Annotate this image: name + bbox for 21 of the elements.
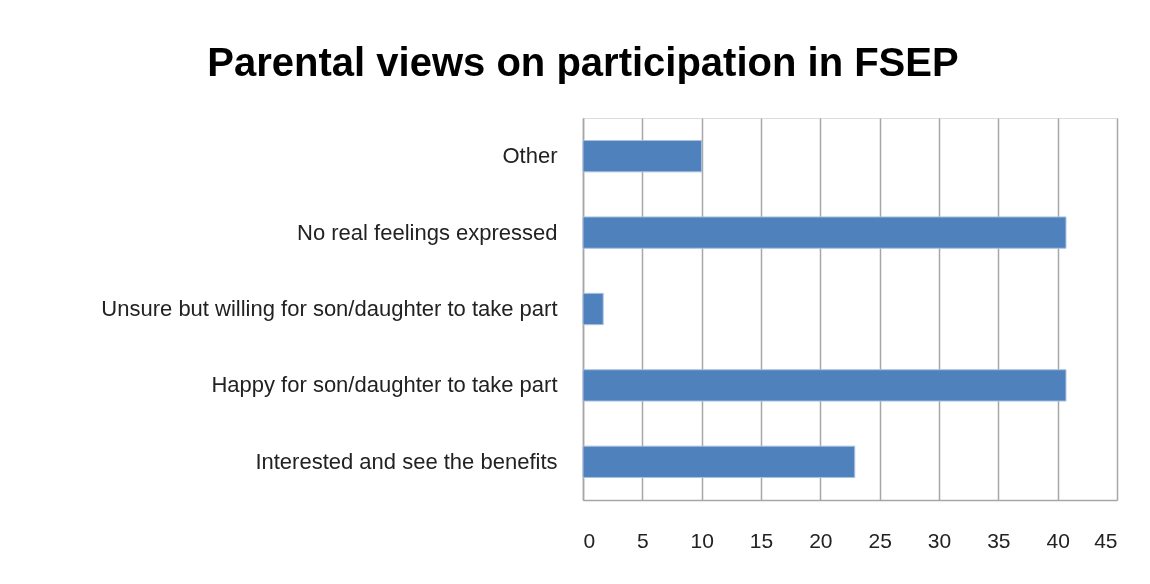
- x-tick-label: 15: [749, 528, 774, 552]
- x-tick-label: 30: [927, 528, 952, 552]
- x-tick-label: 20: [809, 528, 833, 552]
- bar: [582, 445, 856, 478]
- x-tick-label: 45: [1094, 528, 1118, 552]
- x-tick-label: 25: [868, 528, 892, 552]
- x-tick-label: 10: [690, 528, 714, 552]
- y-tick-label: Unsure but willing for son/daughter to take part: [101, 296, 558, 321]
- chart-title: Parental views on participation in FSEP: [207, 40, 959, 84]
- x-tick-label: 40: [1046, 528, 1070, 552]
- x-tick-label: 35: [987, 528, 1011, 552]
- bar: [582, 140, 703, 173]
- y-tick-label: No real feelings expressed: [297, 219, 558, 245]
- y-tick-label: Happy for son/daughter to take part: [211, 372, 558, 398]
- x-tick-label: 0: [583, 528, 596, 552]
- y-tick-label: Other: [502, 143, 558, 169]
- bar: [582, 292, 604, 326]
- y-tick-label: Interested and see the benefits: [255, 448, 558, 474]
- bar: [582, 369, 1067, 402]
- x-tick-label: 5: [636, 528, 649, 552]
- bar: [582, 216, 1067, 249]
